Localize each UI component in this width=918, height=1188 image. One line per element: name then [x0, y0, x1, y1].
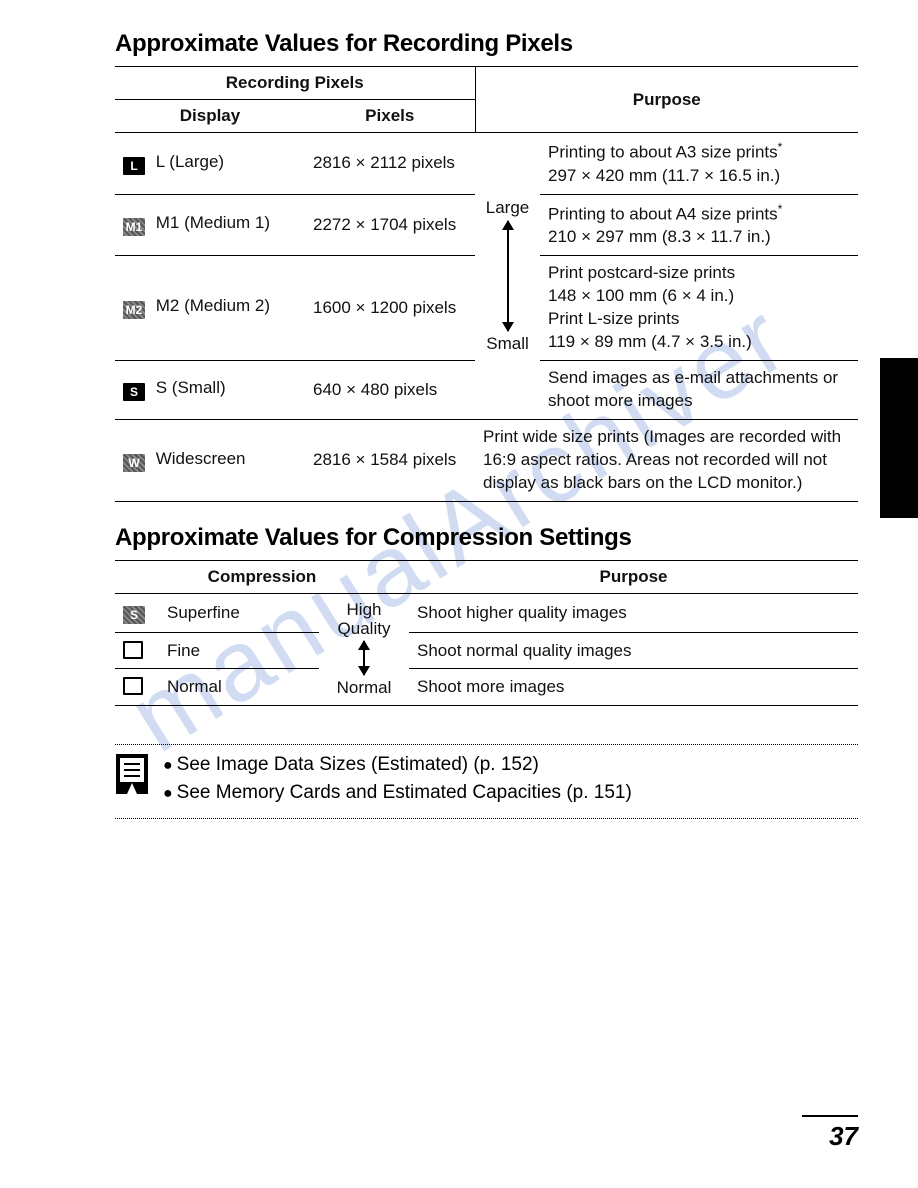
notes-block: ●See Image Data Sizes (Estimated) (p. 15…: [115, 745, 858, 819]
display-label: M1 (Medium 1): [156, 213, 270, 232]
purpose-text: 119 × 89 mm (4.7 × 3.5 in.): [548, 332, 752, 351]
purpose-text: Shoot more images: [409, 669, 858, 705]
pixels-value: 2272 × 1704 pixels: [305, 194, 475, 256]
display-label: M2 (Medium 2): [156, 296, 270, 315]
table-row: Fine Shoot normal quality images: [115, 633, 858, 669]
size-w-icon: W: [123, 454, 145, 472]
compression-name: Normal: [159, 669, 319, 705]
section2-title: Approximate Values for Compression Setti…: [115, 524, 858, 552]
section1-title: Approximate Values for Recording Pixels: [115, 30, 858, 58]
asterisk: *: [778, 202, 783, 216]
bullet-icon: ●: [163, 785, 173, 802]
asterisk: *: [778, 140, 783, 154]
page-content: Approximate Values for Recording Pixels …: [0, 0, 918, 819]
note-document-icon: [115, 753, 149, 795]
display-label: Widescreen: [156, 449, 246, 468]
th-pixels: Pixels: [305, 100, 475, 133]
th-purpose: Purpose: [475, 67, 858, 133]
pixels-value: 640 × 480 pixels: [305, 360, 475, 419]
display-label: L (Large): [156, 152, 224, 171]
note-text: See Memory Cards and Estimated Capacitie…: [177, 782, 632, 803]
purpose-text: Printing to about A4 size prints: [548, 204, 778, 223]
th-display: Display: [115, 100, 305, 133]
size-m2-icon: M2: [123, 301, 145, 319]
range-arrow-icon: [507, 221, 509, 331]
purpose-text: Print postcard-size prints: [548, 263, 735, 282]
compression-fine-icon: [123, 641, 143, 659]
compression-table: Compression Purpose S Superfine High Qua…: [115, 560, 858, 706]
th-purpose: Purpose: [409, 560, 858, 593]
compression-name: Fine: [159, 633, 319, 669]
pixels-value: 2816 × 1584 pixels: [305, 419, 475, 501]
th-recording-pixels: Recording Pixels: [115, 67, 475, 100]
th-compression: Compression: [115, 560, 409, 593]
compression-superfine-icon: S: [123, 606, 145, 624]
purpose-text: Printing to about A3 size prints: [548, 143, 778, 162]
purpose-text: Print L-size prints: [548, 309, 679, 328]
display-label: S (Small): [156, 378, 226, 397]
purpose-text: 148 × 100 mm (6 × 4 in.): [548, 286, 734, 305]
range-label-top: Large: [483, 197, 532, 219]
table-row: S Superfine High Quality Normal Shoot hi…: [115, 593, 858, 633]
purpose-text: Send images as e-mail attachments or sho…: [540, 360, 858, 419]
purpose-text: Print wide size prints (Images are recor…: [475, 419, 858, 501]
size-s-icon: S: [123, 383, 145, 401]
recording-pixels-table: Recording Pixels Purpose Display Pixels …: [115, 66, 858, 502]
purpose-text: Shoot normal quality images: [409, 633, 858, 669]
range-label-bottom: Normal: [327, 677, 401, 699]
table-row: Normal Shoot more images: [115, 669, 858, 705]
pixels-value: 2816 × 2112 pixels: [305, 133, 475, 195]
page-number: 37: [802, 1115, 858, 1152]
size-l-icon: L: [123, 157, 145, 175]
table-row: L L (Large) 2816 × 2112 pixels Large Sma…: [115, 133, 858, 195]
compression-name: Superfine: [159, 593, 319, 633]
range-label-top: High Quality: [327, 600, 401, 639]
size-m1-icon: M1: [123, 218, 145, 236]
purpose-text: 297 × 420 mm (11.7 × 16.5 in.): [548, 166, 780, 185]
pixels-value: 1600 × 1200 pixels: [305, 256, 475, 361]
note-text: See Image Data Sizes (Estimated) (p. 152…: [177, 754, 539, 775]
purpose-text: Shoot higher quality images: [409, 593, 858, 633]
bullet-icon: ●: [163, 757, 173, 774]
table-row: W Widescreen 2816 × 1584 pixels Print wi…: [115, 419, 858, 501]
compression-normal-icon: [123, 677, 143, 695]
range-label-bottom: Small: [483, 333, 532, 355]
notes-list: ●See Image Data Sizes (Estimated) (p. 15…: [163, 751, 632, 808]
range-arrow-icon: [363, 641, 365, 675]
purpose-text: 210 × 297 mm (8.3 × 11.7 in.): [548, 227, 771, 246]
